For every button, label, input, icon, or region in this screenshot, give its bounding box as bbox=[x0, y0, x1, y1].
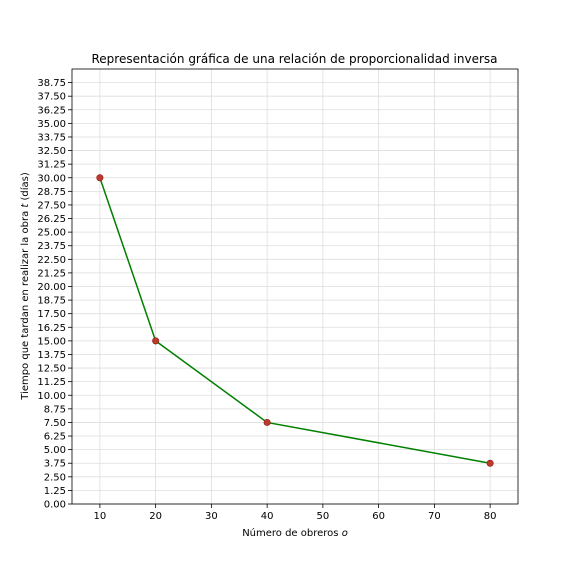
y-tick-label: 6.25 bbox=[44, 432, 66, 443]
y-tick-label: 27.50 bbox=[37, 200, 66, 211]
y-tick-label: 17.50 bbox=[37, 309, 66, 320]
y-tick-label: 25.00 bbox=[37, 228, 66, 239]
x-tick-label: 20 bbox=[149, 511, 162, 522]
x-tick-label: 50 bbox=[317, 511, 330, 522]
series-line bbox=[99, 177, 491, 464]
y-tick-label: 23.75 bbox=[37, 241, 66, 252]
y-tick-label: 33.75 bbox=[37, 132, 66, 143]
y-tick-label: 18.75 bbox=[37, 296, 66, 307]
x-tick-label: 80 bbox=[484, 511, 497, 522]
y-tick-label: 7.50 bbox=[44, 418, 66, 429]
y-tick-label: 21.25 bbox=[37, 268, 66, 279]
series bbox=[96, 174, 494, 467]
data-point bbox=[152, 337, 160, 345]
y-tick-label: 20.00 bbox=[37, 282, 66, 293]
x-axis-label: Número de obreros o bbox=[242, 527, 348, 539]
y-tick-label: 38.75 bbox=[37, 78, 66, 89]
y-tick-label: 22.50 bbox=[37, 255, 66, 266]
y-tick-label: 16.25 bbox=[37, 323, 66, 334]
data-point bbox=[96, 174, 104, 182]
y-tick-label: 37.50 bbox=[37, 92, 66, 103]
y-tick-label: 10.00 bbox=[37, 391, 66, 402]
axis-ticks: 10 20 30 40 50 60 70 80 0.00 1.25 2.50 3.75 5.00 6.25… bbox=[37, 78, 496, 522]
grid bbox=[72, 69, 518, 505]
y-axis-label: Tiempo que tardan en realizar la obra t … bbox=[19, 172, 31, 401]
y-tick-label: 31.25 bbox=[37, 160, 66, 171]
x-tick-label: 60 bbox=[372, 511, 385, 522]
y-tick-label: 26.25 bbox=[37, 214, 66, 225]
y-tick-label: 0.00 bbox=[44, 500, 66, 511]
y-tick-label: 30.00 bbox=[37, 173, 66, 184]
y-tick-label: 32.50 bbox=[37, 146, 66, 157]
data-point bbox=[486, 459, 494, 467]
y-tick-label: 15.00 bbox=[37, 336, 66, 347]
plot-frame bbox=[71, 68, 519, 505]
y-tick-label: 8.75 bbox=[44, 404, 66, 415]
chart-title: Representación gráfica de una relación d… bbox=[91, 52, 497, 66]
x-tick-label: 70 bbox=[428, 511, 441, 522]
y-tick-label: 2.50 bbox=[44, 472, 66, 483]
x-tick-label: 10 bbox=[94, 511, 107, 522]
x-tick-label: 40 bbox=[261, 511, 274, 522]
y-tick-label: 11.25 bbox=[37, 377, 66, 388]
y-tick-label: 13.75 bbox=[37, 350, 66, 361]
y-tick-label: 3.75 bbox=[44, 459, 66, 470]
x-tick-label: 30 bbox=[205, 511, 218, 522]
data-point bbox=[263, 418, 271, 426]
y-tick-label: 1.25 bbox=[44, 486, 66, 497]
y-tick-label: 12.50 bbox=[37, 364, 66, 375]
y-tick-label: 5.00 bbox=[44, 445, 66, 456]
y-tick-label: 35.00 bbox=[37, 119, 66, 130]
y-tick-label: 36.25 bbox=[37, 105, 66, 116]
y-tick-label: 28.75 bbox=[37, 187, 66, 198]
